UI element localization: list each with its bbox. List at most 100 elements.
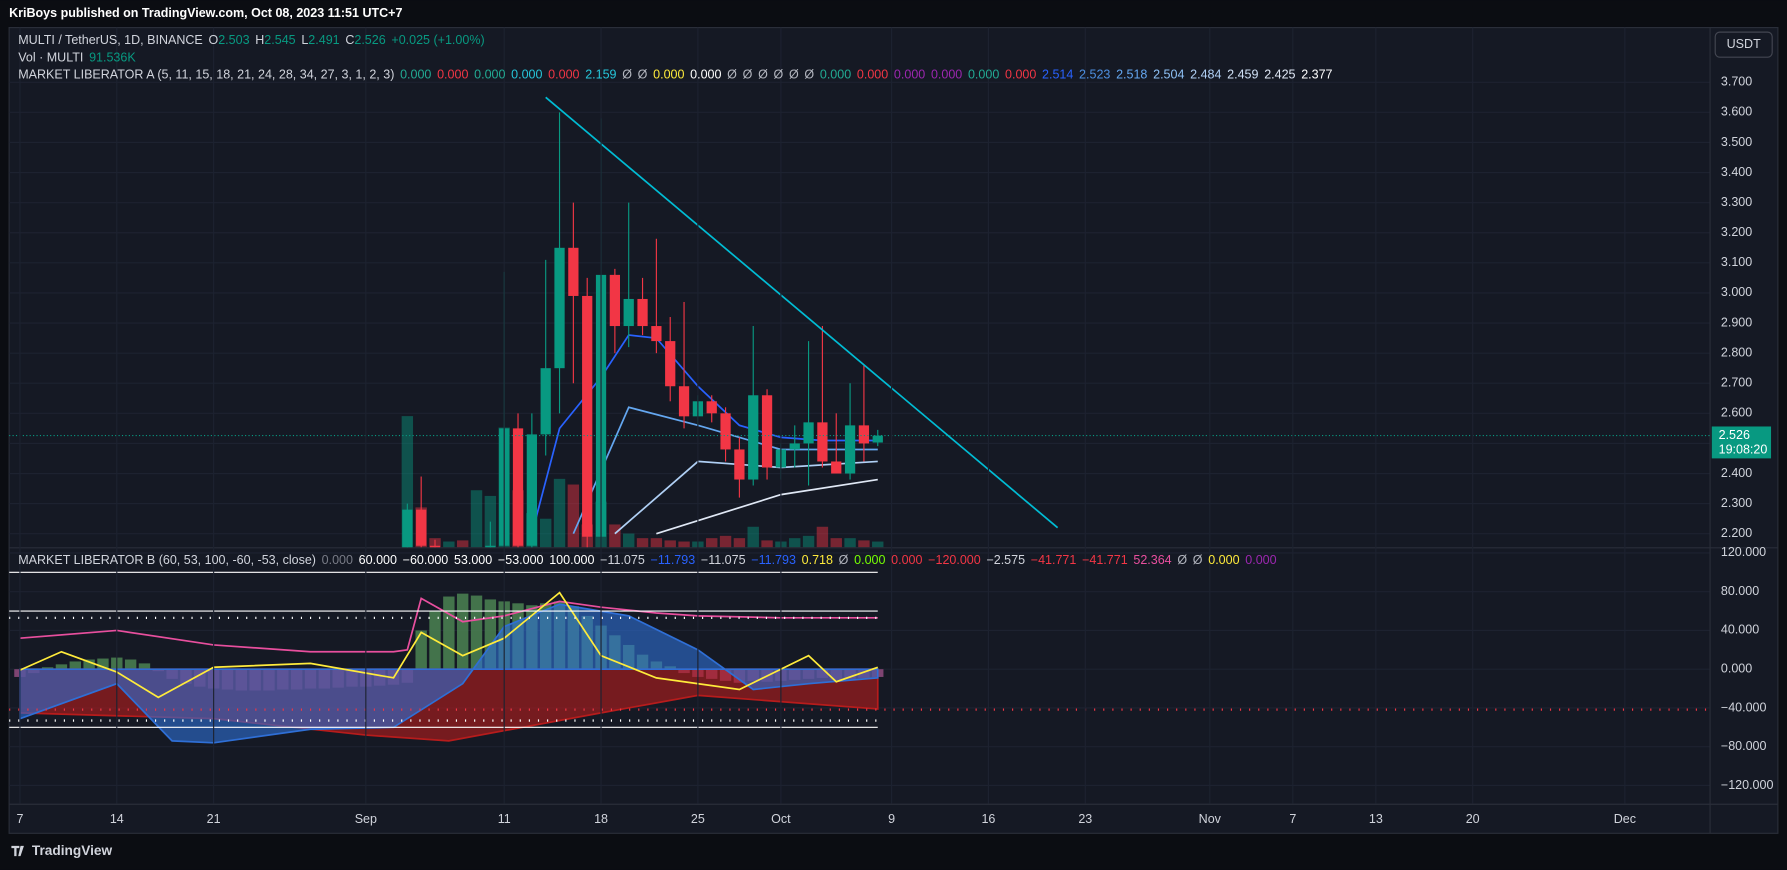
volume-bar bbox=[401, 416, 414, 548]
x-tick-label: 16 bbox=[981, 812, 995, 826]
candle-body bbox=[582, 295, 593, 537]
x-tick-label: 23 bbox=[1078, 812, 1092, 826]
y-tick-label: 80.000 bbox=[1721, 584, 1759, 598]
y-tick-label: 3.400 bbox=[1721, 165, 1752, 179]
ohlc-letter: O bbox=[208, 34, 218, 48]
volume-name: Vol · MULTI bbox=[18, 51, 83, 65]
volume-bar bbox=[539, 518, 552, 548]
last-time: 19:08:20 bbox=[1719, 443, 1768, 457]
y-tick-label: 2.900 bbox=[1721, 315, 1752, 329]
indicator-value: Ø bbox=[638, 68, 648, 82]
indicator-value: 0.000 bbox=[894, 68, 925, 82]
candle-body bbox=[609, 274, 621, 327]
candle-body bbox=[512, 428, 524, 546]
volume-bar bbox=[789, 538, 801, 548]
indicator-value: Ø bbox=[774, 68, 784, 82]
indicator-value: −120.000 bbox=[928, 553, 981, 567]
volume-bar bbox=[816, 526, 829, 548]
volume-bar bbox=[830, 538, 842, 548]
candle-body bbox=[554, 247, 565, 369]
candle-body bbox=[402, 509, 413, 548]
indicator-value: 0.000 bbox=[1208, 553, 1239, 567]
indicator-value: 2.518 bbox=[1116, 68, 1147, 82]
x-tick-label: 25 bbox=[691, 812, 705, 826]
indicator-value: Ø bbox=[743, 68, 753, 82]
y-tick-label: 3.500 bbox=[1721, 135, 1752, 149]
candle-body bbox=[623, 298, 634, 327]
indicator-value: 52.364 bbox=[1133, 553, 1171, 567]
indicator-value: 0.000 bbox=[548, 68, 579, 82]
volume-bar bbox=[761, 540, 773, 548]
x-tick-label: 18 bbox=[594, 812, 608, 826]
candle-body bbox=[817, 422, 828, 462]
volume-bar bbox=[706, 538, 718, 548]
indicator-value: −11.075 bbox=[600, 553, 645, 567]
indicator-value: 0.000 bbox=[437, 68, 468, 82]
legend: MARKET LIBERATOR B (60, 53, 100, -60, -5… bbox=[18, 553, 1276, 567]
candle-body bbox=[678, 386, 690, 417]
volume-bar bbox=[470, 490, 483, 548]
histogram-bar bbox=[415, 630, 427, 670]
candle-body bbox=[789, 443, 800, 450]
indicator-value: 0.000 bbox=[854, 553, 885, 567]
histogram-bar bbox=[138, 663, 151, 670]
indicator-value: 0.000 bbox=[1005, 68, 1036, 82]
y-tick-label: −40.000 bbox=[1721, 700, 1767, 714]
candle-body bbox=[540, 368, 551, 435]
indicator-value: 0.000 bbox=[400, 68, 431, 82]
brand-logo bbox=[11, 845, 24, 857]
indicator-value: 100.000 bbox=[549, 553, 594, 567]
y-tick-label: −120.000 bbox=[1721, 778, 1774, 792]
candle-body bbox=[748, 395, 759, 480]
y-tick-label: 2.200 bbox=[1721, 526, 1752, 540]
indicator-value: −2.575 bbox=[986, 553, 1025, 567]
indicator-value: 0.000 bbox=[690, 68, 721, 82]
indicator-pane bbox=[9, 552, 1710, 787]
currency[interactable]: USDT bbox=[1727, 37, 1761, 51]
y-tick-label: 3.300 bbox=[1721, 195, 1752, 209]
volume-bar bbox=[664, 540, 676, 548]
ohlc-value: 2.491 bbox=[308, 34, 339, 48]
candle-body bbox=[651, 326, 662, 342]
x-tick-label: Nov bbox=[1199, 812, 1222, 826]
histogram-bar bbox=[41, 667, 54, 670]
ema-line bbox=[531, 334, 878, 534]
x-tick-label: 7 bbox=[1289, 812, 1296, 826]
volume-bar bbox=[747, 526, 759, 548]
volume-bar bbox=[553, 478, 566, 548]
header: KriBoys published on TradingView.com, Oc… bbox=[9, 6, 402, 20]
candle-body bbox=[416, 509, 427, 546]
volume-bar bbox=[650, 538, 663, 548]
indicator-value: −11.793 bbox=[651, 553, 696, 567]
candle-body bbox=[526, 434, 537, 546]
indicator-value: Ø bbox=[727, 68, 737, 82]
legend: Vol · MULTI 91.536K bbox=[18, 51, 136, 65]
y-tick-label: 3.700 bbox=[1721, 75, 1752, 89]
ohlc-value: 2.526 bbox=[354, 34, 385, 48]
indicator-value: −11.793 bbox=[751, 553, 796, 567]
indicator-value: 0.000 bbox=[891, 553, 922, 567]
y-tick-label: 3.000 bbox=[1721, 285, 1752, 299]
candle-body bbox=[568, 247, 579, 296]
candle-body bbox=[858, 425, 870, 444]
indicator-value: 0.000 bbox=[1245, 553, 1276, 567]
indicator-value: 2.159 bbox=[585, 68, 616, 82]
indicator-value: 60.000 bbox=[359, 553, 397, 567]
histogram-bar bbox=[470, 595, 483, 670]
candle-body bbox=[665, 341, 676, 387]
histogram-bar bbox=[443, 596, 455, 670]
indicator-value: 0.000 bbox=[968, 68, 999, 82]
volume-bar bbox=[802, 535, 815, 548]
candle-body bbox=[844, 425, 856, 474]
x-tick-label: 13 bbox=[1369, 812, 1383, 826]
volume-value: 91.536K bbox=[89, 51, 136, 65]
candle-body bbox=[485, 545, 496, 548]
indicator-value: 53.000 bbox=[454, 553, 492, 567]
indicator-value: 0.000 bbox=[653, 68, 684, 82]
y-tick-label: 3.100 bbox=[1721, 255, 1752, 269]
currency-button[interactable] bbox=[1714, 31, 1773, 58]
volume-bar bbox=[636, 538, 649, 548]
indicator-value: Ø bbox=[804, 68, 814, 82]
histogram-bar bbox=[83, 659, 95, 670]
